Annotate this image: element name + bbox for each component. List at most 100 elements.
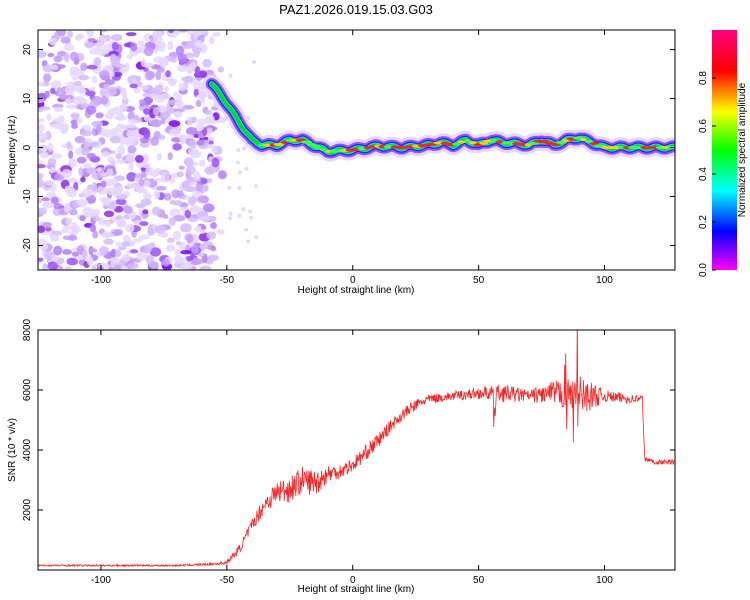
noise-cell [198,159,206,167]
noise-cell [150,119,162,128]
noise-cell [53,55,63,63]
noise-cell [185,165,196,175]
noise-cell [125,137,136,148]
noise-cell [138,234,150,240]
noise-cell [172,91,179,97]
ridge-cell [479,141,489,145]
noise-cell [88,248,98,253]
noise-cell [184,52,196,58]
noise-cell [168,216,176,226]
noise-cell [103,238,114,245]
noise-cell [115,114,127,121]
ridge-cell [646,145,653,150]
noise-cell [202,203,215,213]
noise-cell [70,222,79,232]
x-tick-label: 100 [596,275,613,286]
noise-cell [57,50,67,57]
noise-cell [138,99,147,104]
noise-cell [104,178,114,187]
noise-cell [63,202,71,213]
noise-cell [110,248,117,258]
noise-cell [190,61,197,69]
noise-cell [181,41,188,46]
noise-cell [115,159,127,164]
y-tick-label: -20 [22,238,33,253]
noise-cell [163,85,170,93]
noise-cell [143,46,154,57]
noise-cell [127,111,135,121]
noise-cell [82,163,93,169]
noise-cell [113,106,123,113]
noise-cell [158,134,166,140]
noise-cell [211,146,219,153]
noise-cell [145,255,155,265]
noise-cell [60,36,71,44]
noise-cell [155,185,167,191]
noise-cell [96,123,102,134]
noise-cell [217,170,227,180]
noise-cell [142,209,149,215]
snr-y-ticks: 2000 4000 6000 8000 [22,318,675,521]
noise-cell [89,224,97,233]
noise-cell [172,143,182,151]
noise-cell [152,64,162,71]
noise-cell [152,107,160,116]
noise-cell [52,103,64,109]
noise-cell [148,242,156,249]
noise-cell [109,53,117,62]
noise-cell [66,188,78,198]
noise-cell [46,113,52,122]
noise-cell [89,48,100,55]
noise-cell [126,53,133,60]
noise-cell [62,249,72,255]
noise-cell [228,211,233,216]
noise-cell [105,111,115,120]
noise-cell [118,136,128,145]
noise-cell [227,216,232,221]
noise-cell [246,239,251,244]
noise-cell [109,260,116,269]
noise-cell [38,164,46,169]
noise-cell [142,188,148,194]
noise-cell [123,214,131,220]
noise-cell [82,141,90,147]
noise-cell [127,119,138,124]
noise-cell [45,130,52,141]
noise-cell [81,146,90,156]
noise-cell [56,257,65,265]
noise-cell [53,245,63,256]
noise-cell [44,90,50,99]
noise-cell [254,235,259,240]
noise-cell [228,73,233,78]
noise-cell [206,231,217,240]
noise-cell [125,223,135,233]
ridge-cell [584,139,593,144]
noise-cell [166,237,175,243]
noise-cell [84,41,95,49]
noise-cell [40,242,48,252]
noise-cell [208,140,214,145]
noise-cell [101,231,113,239]
noise-cell [91,172,103,180]
noise-cell [98,70,110,80]
noise-cell [188,139,197,149]
noise-cell [134,177,141,182]
x-tick-label: 0 [350,575,356,586]
noise-cell [235,160,240,165]
noise-cell [184,75,194,83]
x-tick-label: -100 [91,575,111,586]
ridge-cell [457,140,466,144]
noise-cell [175,100,183,108]
noise-cell [108,71,115,78]
noise-cell [87,167,95,175]
noise-cell [49,234,60,242]
noise-cell [121,265,129,270]
ridge-cell [640,145,649,150]
noise-cell [200,43,208,54]
noise-cell [176,257,188,264]
noise-cell [211,157,220,168]
ridge-cell [312,145,323,149]
noise-cell [165,70,171,78]
noise-cell [200,265,211,270]
